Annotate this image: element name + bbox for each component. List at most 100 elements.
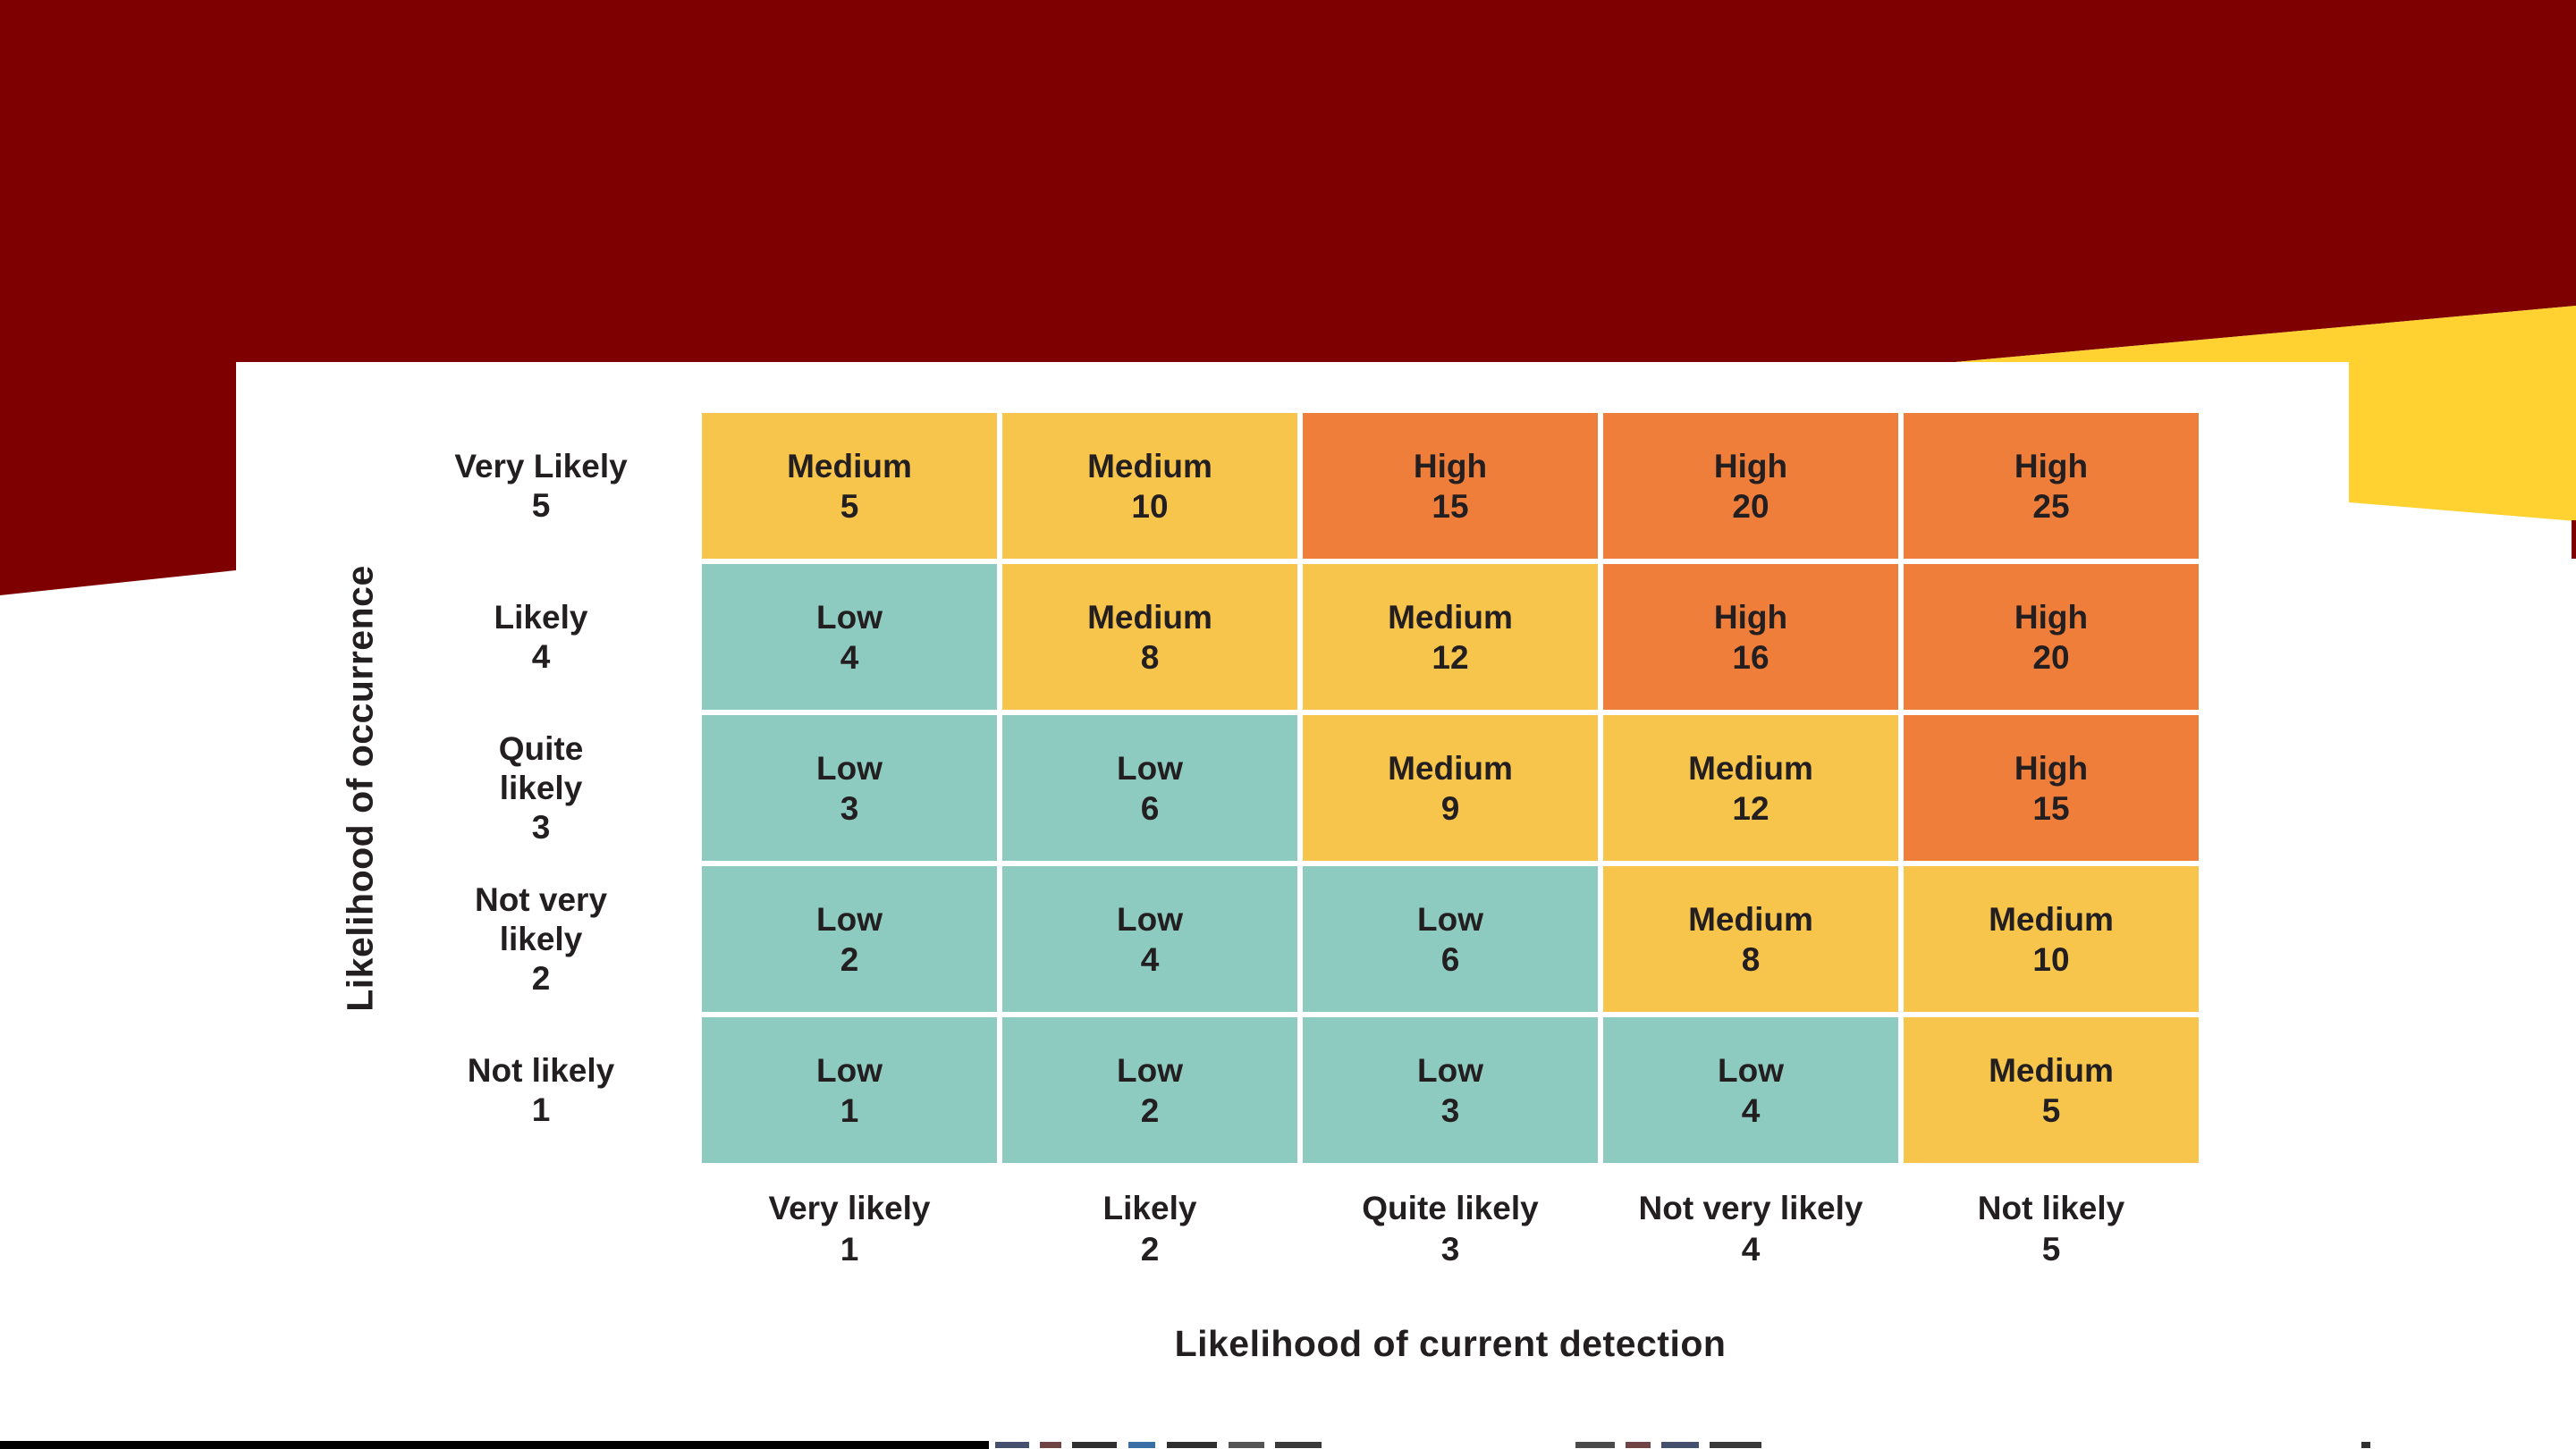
matrix-cell-r2-c2: Medium 8 [1002, 564, 1297, 710]
risk-matrix-grid: Medium 5 Medium 10 High 15 High 20 High 25 Low 4 Med… [702, 413, 2199, 1163]
tick-value: 3 [1440, 1231, 1460, 1268]
cell-score: 3 [1440, 1091, 1460, 1129]
cell-score: 15 [2032, 789, 2070, 827]
x-axis-tick-label-1: Very likely 1 [702, 1188, 997, 1270]
cell-level-label: Medium [1388, 749, 1513, 787]
tick-name: Likely [1102, 1190, 1197, 1226]
cell-score: 10 [2032, 940, 2070, 978]
cell-level-label: High [1413, 447, 1488, 484]
y-axis-tick-label-5: Very Likely 5 [393, 413, 688, 559]
cell-score: 12 [1432, 638, 1469, 676]
x-axis-tick-label-5: Not likely 5 [1904, 1188, 2199, 1270]
cell-score: 6 [1140, 789, 1160, 827]
cell-level-label: Medium [1087, 598, 1212, 636]
tick-name: Quite likely [1362, 1190, 1539, 1226]
cell-score: 25 [2032, 487, 2070, 525]
matrix-cell-r3-c4: Medium 12 [1603, 715, 1898, 861]
cell-level-label: Low [1117, 1051, 1183, 1089]
cell-level-label: Low [816, 598, 883, 636]
cell-score: 3 [840, 789, 859, 827]
tick-name: Not likely [1977, 1190, 2125, 1226]
x-axis-tick-label-4: Not very likely 4 [1603, 1188, 1898, 1270]
cell-score: 5 [2041, 1091, 2061, 1129]
matrix-cell-r1-c4: High 20 [1603, 413, 1898, 559]
cell-score: 2 [840, 940, 859, 978]
tick-value: 3 [531, 808, 551, 846]
y-axis-tick-label-4: Likely 4 [393, 564, 688, 710]
cell-level-label: Low [1117, 900, 1183, 938]
x-axis-tick-label-2: Likely 2 [1002, 1188, 1297, 1270]
cell-level-label: Low [1417, 1051, 1483, 1089]
cell-level-label: Medium [1388, 598, 1513, 636]
matrix-cell-r4-c3: Low 6 [1303, 866, 1598, 1012]
cell-score: 10 [1131, 487, 1169, 525]
matrix-cell-r2-c4: High 16 [1603, 564, 1898, 710]
cell-score: 8 [1140, 638, 1160, 676]
y-axis-tick-label-2: Not very likely 2 [393, 866, 688, 1012]
cell-level-label: Low [1718, 1051, 1784, 1089]
matrix-cell-r4-c1: Low 2 [702, 866, 997, 1012]
tick-name: Very Likely [454, 447, 628, 484]
matrix-cell-r2-c3: Medium 12 [1303, 564, 1598, 710]
cell-score: 8 [1741, 940, 1761, 978]
matrix-cell-r5-c2: Low 2 [1002, 1017, 1297, 1163]
matrix-cell-r3-c2: Low 6 [1002, 715, 1297, 861]
matrix-cell-r2-c1: Low 4 [702, 564, 997, 710]
matrix-cell-r3-c3: Medium 9 [1303, 715, 1598, 861]
cell-level-label: High [2014, 598, 2089, 636]
cell-level-label: Low [816, 749, 883, 787]
cell-level-label: High [1713, 447, 1788, 484]
cell-score: 15 [1432, 487, 1469, 525]
cell-score: 2 [1140, 1091, 1160, 1129]
cell-score: 4 [1741, 1091, 1761, 1129]
matrix-cell-r1-c3: High 15 [1303, 413, 1598, 559]
cell-level-label: Low [816, 1051, 883, 1089]
cell-level-label: High [2014, 749, 2089, 787]
matrix-cell-r3-c1: Low 3 [702, 715, 997, 861]
y-axis-tick-label-3: Quite likely 3 [393, 715, 688, 861]
cell-score: 9 [1440, 789, 1460, 827]
cell-score: 12 [1732, 789, 1769, 827]
tick-name: Not very likely [474, 880, 608, 957]
x-axis-tick-label-3: Quite likely 3 [1303, 1188, 1598, 1270]
x-axis-title: Likelihood of current detection [1174, 1323, 1727, 1364]
matrix-cell-r2-c5: High 20 [1904, 564, 2199, 710]
tick-value: 5 [531, 486, 551, 524]
tick-value: 2 [531, 959, 551, 997]
tick-value: 2 [1140, 1231, 1160, 1268]
matrix-cell-r1-c2: Medium 10 [1002, 413, 1297, 559]
tick-value: 4 [1741, 1231, 1761, 1268]
cutoff-text-fragments [0, 1442, 2576, 1449]
cell-level-label: High [1713, 598, 1788, 636]
tick-name: Quite likely [498, 729, 584, 806]
cutoff-footer-bar [0, 1441, 989, 1449]
maroon-edge-sliver [2572, 520, 2576, 559]
cell-level-label: Medium [787, 447, 912, 484]
tick-value: 1 [531, 1091, 551, 1128]
cell-score: 16 [1732, 638, 1769, 676]
tick-name: Likely [494, 598, 588, 636]
cell-level-label: Medium [1087, 447, 1212, 484]
tick-name: Not very likely [1638, 1190, 1863, 1226]
tick-value: 4 [531, 637, 551, 675]
tick-name: Not likely [467, 1051, 615, 1089]
cell-score: 20 [2032, 638, 2070, 676]
tick-value: 5 [2041, 1231, 2061, 1268]
tick-value: 1 [840, 1231, 859, 1268]
matrix-cell-r1-c1: Medium 5 [702, 413, 997, 559]
matrix-cell-r5-c3: Low 3 [1303, 1017, 1598, 1163]
cell-score: 6 [1440, 940, 1460, 978]
cell-level-label: Medium [1688, 749, 1813, 787]
cell-level-label: Medium [1989, 1051, 2114, 1089]
cell-level-label: Medium [1688, 900, 1813, 938]
matrix-cell-r5-c5: Medium 5 [1904, 1017, 2199, 1163]
cell-level-label: Low [1117, 749, 1183, 787]
matrix-cell-r1-c5: High 25 [1904, 413, 2199, 559]
cell-level-label: Low [1417, 900, 1483, 938]
cell-score: 1 [840, 1091, 859, 1129]
cell-level-label: Medium [1989, 900, 2114, 938]
cell-level-label: Low [816, 900, 883, 938]
tick-name: Very likely [768, 1190, 931, 1226]
cell-score: 4 [840, 638, 859, 676]
